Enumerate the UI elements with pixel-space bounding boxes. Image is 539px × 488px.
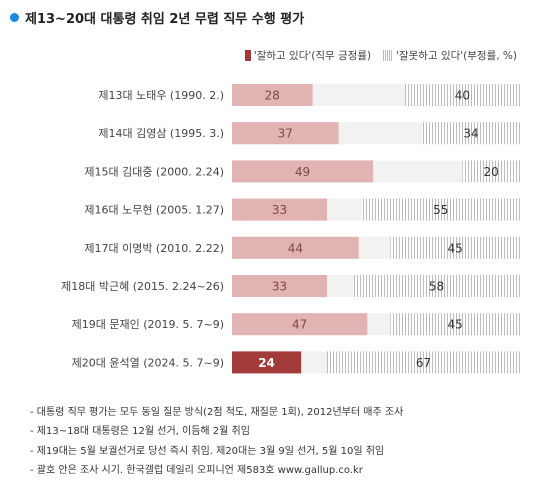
bar-positive	[232, 160, 374, 183]
footnote: - 대통령 직무 평가는 모두 동일 질문 방식(2점 척도, 재질문 1회),…	[30, 407, 404, 418]
bar-positive	[232, 236, 359, 259]
category-label: 제14대 김영삼 (1995. 3.)	[98, 127, 224, 140]
bar-negative	[422, 122, 520, 145]
bar-negative	[352, 275, 520, 297]
legend-swatch-positive	[244, 50, 251, 61]
category-label: 제20대 윤석열 (2024. 5. 7~9)	[72, 356, 224, 369]
data-label-negative: 58	[429, 280, 444, 294]
bar-chart: 제13대 노태우 (1990. 2.) 28 40 제14대 김영삼 (1995. 3…	[61, 84, 520, 374]
bar-positive	[232, 275, 328, 297]
data-label-negative: 67	[416, 356, 431, 370]
footnotes: - 대통령 직무 평가는 모두 동일 질문 방식(2점 척도, 재질문 1회),…	[30, 403, 403, 480]
data-label-positive: 47	[292, 318, 307, 332]
chart-title: 제13~20대 대통령 취임 2년 무렵 직무 수행 평가	[10, 8, 304, 27]
category-label: 제13대 노태우 (1990. 2.)	[98, 89, 224, 102]
bar-negative	[404, 84, 520, 106]
bar-positive	[232, 351, 302, 374]
category-label: 제16대 노무현 (2005. 1.27)	[84, 204, 224, 217]
data-label-positive: 28	[265, 89, 280, 103]
category-label: 제15대 김대중 (2000. 2.24)	[84, 165, 224, 178]
data-label-positive: 33	[272, 203, 287, 217]
category-label: 제18대 박근혜 (2015. 2.24~26)	[61, 280, 224, 293]
bar-negative	[390, 236, 520, 259]
legend: '잘하고 있다'(직무 긍정률) '잘못하고 있다'(부정률, %)	[244, 48, 517, 63]
footnote: - 제13~18대 대통령은 12월 선거, 이듬해 2월 취임	[30, 426, 250, 438]
data-label-positive: 33	[272, 280, 287, 294]
data-label-negative: 34	[463, 127, 478, 141]
data-label-negative: 40	[455, 89, 470, 103]
chart-title-text: 제13~20대 대통령 취임 2년 무렵 직무 수행 평가	[25, 12, 305, 27]
category-label: 제17대 이명박 (2010. 2.22)	[84, 242, 224, 255]
legend-label-negative: '잘못하고 있다'(부정률, %)	[396, 50, 517, 62]
bar-positive	[232, 122, 339, 145]
bar-negative	[462, 160, 520, 183]
category-label: 제19대 문재인 (2019. 5. 7~9)	[72, 318, 224, 331]
data-label-positive: 37	[278, 127, 293, 141]
bar-positive	[232, 313, 368, 336]
legend-swatch-negative	[383, 50, 394, 61]
footnote: - 제19대는 5월 보궐선거로 당선 즉시 취임. 제20대는 3월 9일 선…	[30, 445, 385, 457]
legend-label-positive: '잘하고 있다'(직무 긍정률)	[253, 50, 372, 62]
data-label-negative: 45	[448, 318, 463, 332]
footnote: - 괄호 안은 조사 시기. 한국갤럽 데일리 오피니언 제583호 www.g…	[30, 464, 363, 476]
bar-positive	[232, 198, 328, 221]
bar-positive	[232, 84, 313, 106]
bar-negative	[361, 198, 520, 221]
data-label-positive: 24	[258, 356, 275, 370]
data-label-positive: 44	[288, 241, 303, 255]
bullet-dot-icon	[10, 13, 19, 22]
bar-negative	[327, 351, 520, 374]
data-label-negative: 55	[433, 203, 448, 217]
data-label-negative: 45	[448, 241, 463, 255]
data-label-positive: 49	[295, 165, 310, 179]
data-label-negative: 20	[484, 165, 499, 179]
bar-negative	[390, 313, 520, 336]
